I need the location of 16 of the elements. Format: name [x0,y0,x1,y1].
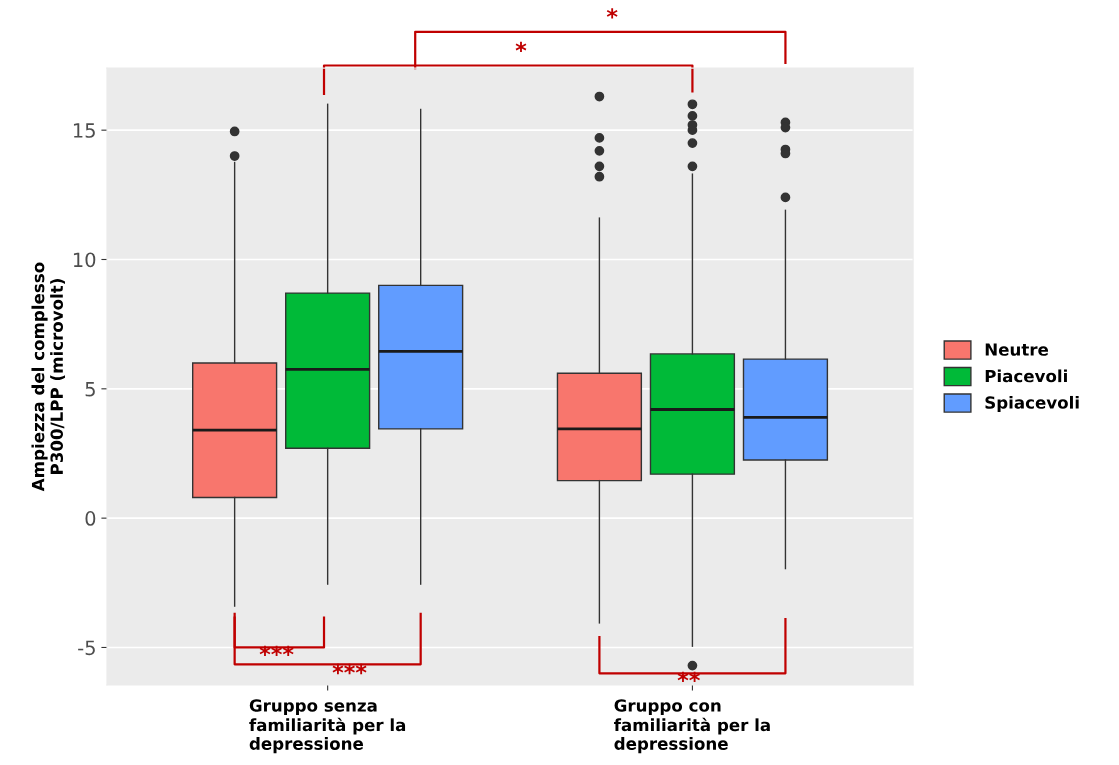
legend-label: Piacevoli [985,369,1067,383]
y-axis-title: Ampiezza del complesso P300/LPP (microvolt) [31,262,65,492]
text: * [515,41,527,53]
text: * [606,8,618,19]
annotation: ** [677,671,700,682]
x-tick-label: Gruppo con familiarità per la depressione [614,699,770,754]
legend-label: Spiacevoli [985,395,1079,413]
y-tick-label: -5 [78,640,95,656]
y-tick-label: 0 [85,511,96,526]
y-tick-label: 15 [73,123,95,138]
annotation: *** [259,645,294,657]
x-tick-label: Gruppo senza familiarità per la depressione [249,699,406,754]
y-tick-label: 10 [73,252,96,268]
y-tick-label: 5 [85,382,95,397]
legend-label: Neutre [985,343,1049,356]
annotation: *** [332,663,367,675]
